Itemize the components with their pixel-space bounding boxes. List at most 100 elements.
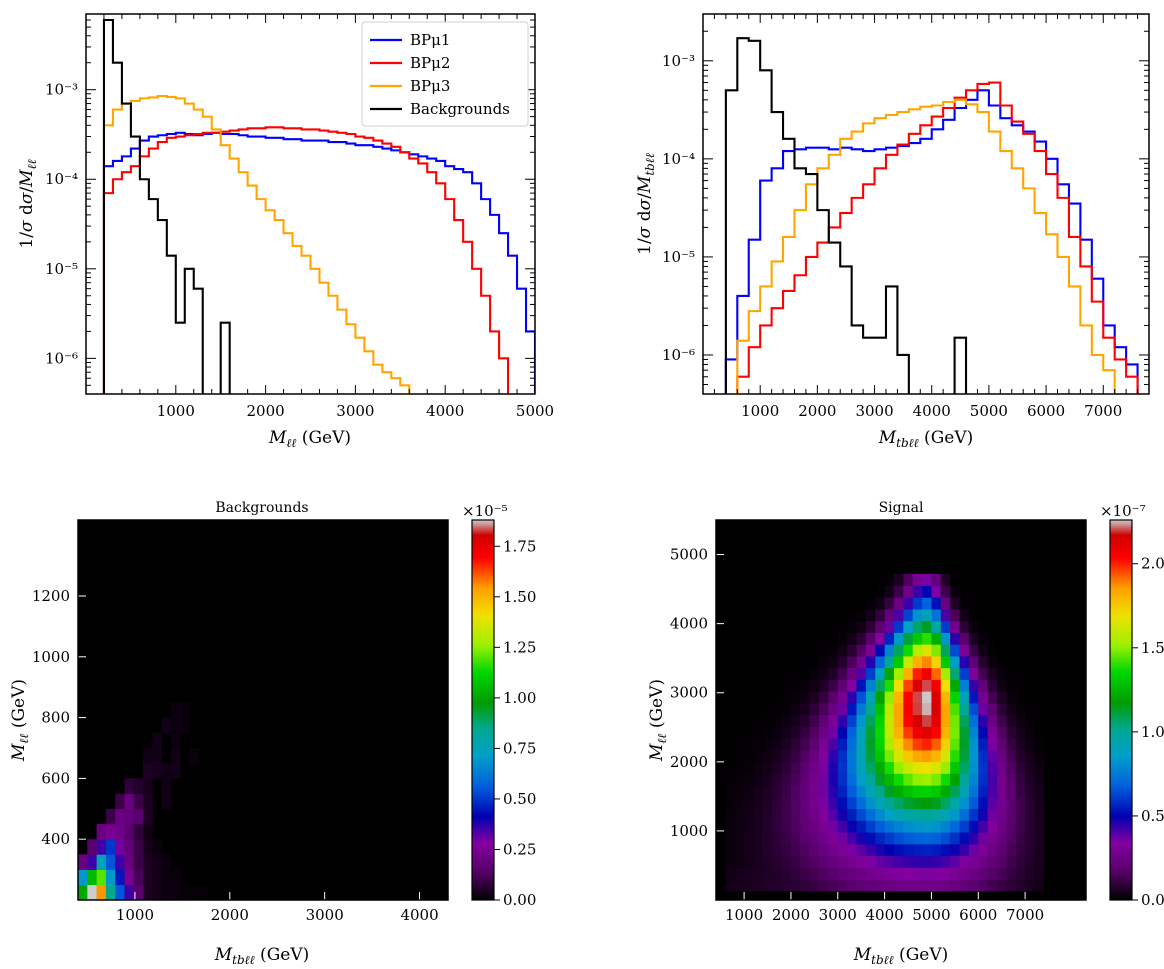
p3-cell: [893, 691, 904, 704]
p2-cell: [143, 808, 153, 825]
p3-cell: [762, 879, 773, 892]
p3-cell: [912, 785, 923, 798]
p3-cell: [987, 867, 998, 880]
p3-cell: [987, 703, 998, 716]
p3-cell: [893, 597, 904, 610]
p3-cell: [922, 644, 932, 657]
p3-cell: [819, 844, 829, 857]
p3-cell: [959, 808, 970, 821]
p3-cell: [922, 597, 932, 610]
p3-cell: [931, 656, 942, 669]
p0-ytick-label: 10⁻⁶: [45, 349, 78, 367]
p3-cell: [856, 832, 867, 845]
p3-cell: [790, 844, 801, 857]
p2-cell: [143, 778, 153, 794]
p2-cell: [115, 884, 125, 901]
p2-cell: [152, 763, 162, 779]
p3-cell: [1006, 808, 1017, 821]
p3-cbar-tick-label: 2.0: [1141, 555, 1164, 573]
p3-cell: [997, 820, 1007, 833]
p3-cell: [940, 667, 951, 680]
p3-cell: [950, 691, 960, 704]
p3-cell: [950, 832, 960, 845]
p3-cell: [781, 691, 792, 704]
p2-cell: [189, 748, 200, 764]
p3-cell: [762, 750, 773, 763]
p3-cell: [762, 703, 773, 716]
p3-cell: [781, 773, 792, 786]
p3-cell: [884, 656, 895, 669]
p3-cell: [884, 820, 895, 833]
p3-cell: [893, 867, 904, 880]
p3-cell: [753, 785, 764, 798]
p3-cell: [922, 667, 932, 680]
p3-cell: [884, 785, 895, 798]
p3-cell: [1006, 785, 1017, 798]
p1-xtick-label: 5000: [970, 402, 1008, 420]
p3-cell: [753, 761, 764, 774]
p3-cell: [1006, 797, 1017, 810]
p3-cell: [875, 573, 885, 586]
p3-cell: [847, 797, 857, 810]
p3-cell: [1034, 867, 1045, 880]
p3-cell: [903, 785, 914, 798]
p3-cell: [968, 867, 979, 880]
p2-cell: [124, 884, 135, 901]
p3-cell: [950, 726, 960, 739]
p2-cell: [161, 854, 172, 870]
p3-cell: [819, 644, 829, 657]
ylabel-bottom-right: Mℓℓ (GeV): [647, 679, 669, 762]
p3-cell: [931, 726, 942, 739]
colorbar-multiplier-bottom-left: ×10⁻⁵: [462, 502, 508, 520]
p3-cell: [950, 844, 960, 857]
p3-cell: [893, 808, 904, 821]
p3-cell: [1025, 726, 1035, 739]
p3-cell: [865, 703, 876, 716]
p3-cell: [950, 761, 960, 774]
p2-cell: [161, 778, 172, 794]
p3-cell: [931, 573, 942, 586]
p3-cell: [828, 656, 839, 669]
p3-cell: [809, 750, 820, 763]
p3-cell: [856, 855, 867, 868]
p2-cell: [87, 839, 97, 855]
p3-cell: [922, 879, 932, 892]
p3-cell: [772, 703, 782, 716]
p1-series-1: [736, 81, 1139, 394]
p3-cell: [912, 703, 923, 716]
p3-cell: [959, 855, 970, 868]
p3-cell: [1034, 797, 1045, 810]
p3-cell: [997, 867, 1007, 880]
p3-cell: [1025, 738, 1035, 751]
p3-cell: [968, 761, 979, 774]
p3-cell: [950, 738, 960, 751]
p2-cell: [143, 839, 153, 855]
p3-cell: [893, 632, 904, 645]
p3-cell: [940, 761, 951, 774]
p3-cell: [987, 750, 998, 763]
p3-cell: [800, 785, 810, 798]
p3-cell: [819, 855, 829, 868]
p3-cell: [762, 832, 773, 845]
p3-cell: [959, 761, 970, 774]
p3-cell: [959, 609, 970, 622]
p3-cell: [987, 832, 998, 845]
p3-cell: [1006, 726, 1017, 739]
p3-cell: [837, 879, 848, 892]
p3-cell: [819, 785, 829, 798]
p0-xtick-label: 1000: [157, 402, 195, 420]
p3-cell: [819, 820, 829, 833]
p3-cell: [856, 761, 867, 774]
p3-cell: [978, 844, 988, 857]
p3-cell: [800, 667, 810, 680]
p3-cell: [828, 703, 839, 716]
p3-cell: [940, 879, 951, 892]
p3-cell: [865, 726, 876, 739]
p3-cell: [762, 797, 773, 810]
p3-cell: [903, 656, 914, 669]
p3-cell: [922, 761, 932, 774]
p3-cell: [912, 808, 923, 821]
p3-cell: [884, 691, 895, 704]
p3-cell: [950, 785, 960, 798]
p3-cbar-tick-label: 1.0: [1141, 723, 1164, 741]
